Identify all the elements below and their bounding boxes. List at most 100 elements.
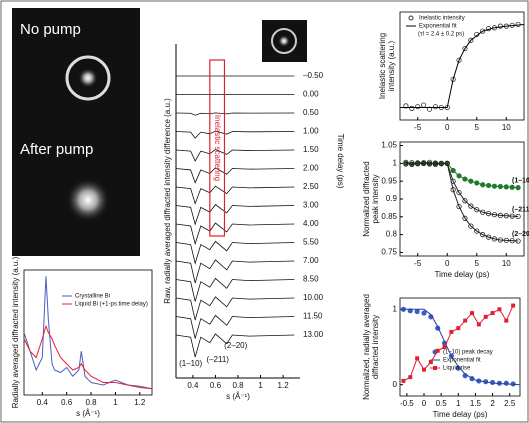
marker bbox=[421, 160, 427, 166]
y-axis-label: intensity (a.u.) bbox=[387, 41, 396, 92]
x-tick-label: 5 bbox=[475, 259, 480, 268]
x-axis-label: Time delay (ps) bbox=[435, 270, 490, 279]
x-tick-label: 10 bbox=[502, 123, 511, 132]
marker bbox=[444, 160, 450, 166]
x-tick-label: 1.2 bbox=[278, 381, 290, 390]
marker bbox=[449, 329, 454, 334]
marker bbox=[403, 161, 409, 167]
marker bbox=[438, 160, 444, 166]
curve-label: (1–10) bbox=[512, 177, 529, 184]
marker bbox=[503, 380, 509, 386]
y-tick-label: 1.05 bbox=[381, 141, 397, 150]
trace bbox=[175, 130, 295, 139]
diffraction-center bbox=[78, 68, 98, 88]
marker bbox=[468, 178, 474, 184]
marker bbox=[414, 308, 420, 315]
legend-label: Liquid Bi (+1-ps time delay) bbox=[75, 302, 148, 308]
y-tick-label: 0.8 bbox=[386, 230, 398, 239]
diffraction-ring bbox=[65, 55, 111, 101]
series-line bbox=[23, 276, 153, 390]
trace bbox=[175, 112, 295, 116]
x-tick-label: 1.5 bbox=[470, 399, 482, 408]
trace bbox=[175, 296, 295, 321]
marker bbox=[462, 215, 468, 221]
plot-frame bbox=[399, 11, 525, 121]
marker bbox=[504, 318, 509, 323]
marker bbox=[435, 348, 440, 353]
series-line bbox=[400, 23, 525, 109]
marker bbox=[511, 303, 516, 308]
x-tick-label: 0.6 bbox=[61, 398, 73, 407]
marker bbox=[426, 159, 433, 165]
x-tick-label: 0.8 bbox=[85, 398, 97, 407]
marker bbox=[503, 184, 509, 190]
marker bbox=[462, 45, 468, 52]
x-tick-label: 1 bbox=[456, 399, 461, 408]
legend-marker bbox=[408, 15, 414, 21]
marker bbox=[497, 237, 503, 243]
marker bbox=[403, 159, 409, 165]
trace bbox=[175, 333, 295, 358]
x-tick-label: 2.5 bbox=[504, 399, 516, 408]
marker bbox=[456, 189, 462, 196]
marker bbox=[468, 37, 474, 43]
marker bbox=[509, 184, 515, 190]
marker bbox=[490, 311, 495, 316]
x-tick-label: -0.5 bbox=[400, 399, 414, 408]
marker bbox=[415, 104, 421, 110]
y-tick-label: 0.75 bbox=[381, 248, 397, 257]
trace bbox=[175, 148, 295, 162]
time-label: 2.50 bbox=[303, 182, 319, 191]
marker bbox=[463, 318, 468, 323]
annotation: (τI = 2.4 ± 0.2 ps) bbox=[418, 32, 464, 38]
trace bbox=[175, 185, 295, 205]
marker bbox=[456, 57, 462, 63]
marker bbox=[468, 203, 474, 209]
x-tick-label: 0 bbox=[445, 259, 450, 268]
marker bbox=[491, 183, 498, 189]
marker bbox=[485, 182, 492, 189]
marker bbox=[401, 378, 406, 383]
time-label: 5.50 bbox=[303, 238, 319, 247]
marker bbox=[432, 161, 439, 168]
marker bbox=[456, 326, 461, 331]
time-label: 7.00 bbox=[303, 256, 319, 265]
marker bbox=[462, 198, 468, 204]
marker bbox=[470, 311, 474, 316]
trace bbox=[175, 314, 295, 339]
time-label: 8.50 bbox=[303, 275, 319, 284]
marker bbox=[515, 213, 521, 220]
diffraction-image bbox=[12, 8, 140, 256]
marker bbox=[503, 213, 509, 219]
marker bbox=[483, 314, 488, 319]
time-label: –0.50 bbox=[303, 71, 324, 80]
x-tick-label: 0 bbox=[445, 123, 450, 132]
series-line bbox=[405, 161, 519, 242]
marker bbox=[474, 228, 480, 234]
time-label: 3.00 bbox=[303, 201, 319, 210]
x-tick-label: 1 bbox=[258, 381, 263, 390]
curve-label: (–211) bbox=[512, 206, 529, 213]
x-tick-label: 0.6 bbox=[210, 381, 222, 390]
y-axis-label: Normalized diffracted bbox=[362, 161, 371, 236]
plot-frame bbox=[399, 297, 521, 397]
x-axis-label: Time delay (ps) bbox=[433, 410, 488, 419]
trace bbox=[175, 167, 295, 184]
time-label: 0.00 bbox=[303, 90, 319, 99]
x-axis-label: s (Å⁻¹) bbox=[76, 409, 100, 418]
x-tick-label: -5 bbox=[414, 259, 422, 268]
x-tick-label: 1.2 bbox=[134, 398, 146, 407]
marker bbox=[515, 238, 521, 244]
y-axis-label: Raw, radially averaged diffracted intens… bbox=[163, 98, 172, 304]
marker bbox=[450, 187, 456, 193]
marker bbox=[474, 207, 480, 213]
marker bbox=[422, 367, 426, 372]
marker bbox=[409, 160, 415, 166]
x-tick-label: 0 bbox=[422, 399, 427, 408]
y-axis-label: diffracted intensity bbox=[371, 315, 380, 379]
x-tick-label: 1 bbox=[113, 398, 118, 407]
marker bbox=[408, 375, 413, 380]
time-label: 0.50 bbox=[303, 108, 319, 117]
y-axis-label: Radially averaged diffracted intensity (… bbox=[11, 256, 20, 408]
